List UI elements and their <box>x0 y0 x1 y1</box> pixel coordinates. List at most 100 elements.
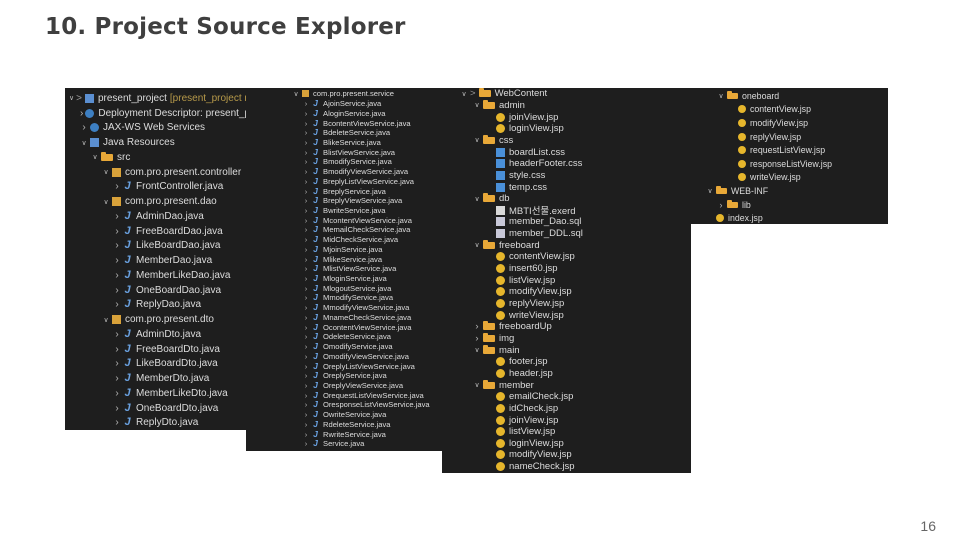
tree-item[interactable]: › Deployment Descriptor: present_project <box>65 106 246 121</box>
chevron-right-icon[interactable]: › <box>115 225 119 237</box>
chevron-right-icon[interactable]: › <box>115 328 119 340</box>
tree-item[interactable]: › J MemberLikeDto.java <box>65 386 246 401</box>
tree-item[interactable]: ∨ > WebContent <box>442 88 691 100</box>
chevron-right-icon[interactable]: › <box>304 147 308 157</box>
tree-item[interactable]: joinView.jsp <box>442 111 691 123</box>
tree-item[interactable]: ∨ Java Resources <box>65 135 246 150</box>
tree-item[interactable]: › J AdminDto.java <box>65 327 246 342</box>
chevron-right-icon[interactable]: › <box>115 269 119 281</box>
chevron-right-icon[interactable]: › <box>82 122 86 134</box>
chevron-down-icon[interactable]: ∨ <box>293 90 299 98</box>
tree-item[interactable]: modifyView.jsp <box>442 286 691 298</box>
chevron-down-icon[interactable]: ∨ <box>81 139 87 147</box>
chevron-right-icon[interactable]: › <box>304 176 308 186</box>
tree-item[interactable]: › J BcontentViewService.java <box>246 118 442 128</box>
chevron-down-icon[interactable]: ∨ <box>474 347 480 355</box>
tree-item[interactable]: › J FrontController.java <box>65 180 246 195</box>
tree-item[interactable]: › J OrequestListViewService.java <box>246 390 442 400</box>
chevron-down-icon[interactable]: ∨ <box>92 154 98 162</box>
chevron-right-icon[interactable]: › <box>115 255 119 267</box>
tree-item[interactable]: insert60.jsp <box>442 263 691 275</box>
tree-item[interactable]: ∨ com.pro.present.controller <box>65 165 246 180</box>
chevron-right-icon[interactable]: › <box>80 107 84 119</box>
chevron-right-icon[interactable]: › <box>115 417 119 429</box>
tree-item[interactable]: member_DDL.sql <box>442 228 691 240</box>
chevron-right-icon[interactable]: › <box>115 240 119 252</box>
chevron-right-icon[interactable]: › <box>304 167 308 177</box>
tree-item[interactable]: ∨ com.pro.present.dao <box>65 194 246 209</box>
tree-item[interactable]: ∨ oneboard <box>691 89 888 103</box>
chevron-right-icon[interactable]: › <box>304 215 308 225</box>
chevron-right-icon[interactable]: › <box>304 186 308 196</box>
tree-item[interactable]: nameCheck.jsp <box>442 461 691 473</box>
tree-item[interactable]: footer.jsp <box>442 356 691 368</box>
tree-item[interactable]: › J OneBoardDao.java <box>65 283 246 298</box>
tree-item[interactable]: › J AjoinService.java <box>246 99 442 109</box>
tree-item[interactable]: responseListView.jsp <box>691 157 888 171</box>
tree-item[interactable]: › J RwriteService.java <box>246 429 442 439</box>
tree-item[interactable]: › J BdeleteService.java <box>246 128 442 138</box>
chevron-right-icon[interactable]: › <box>304 157 308 167</box>
chevron-right-icon[interactable]: › <box>304 137 308 147</box>
tree-item[interactable]: › J BmodifyService.java <box>246 157 442 167</box>
tree-item[interactable]: boardList.css <box>442 146 691 158</box>
tree-item[interactable]: modifyView.jsp <box>691 116 888 130</box>
chevron-right-icon[interactable]: › <box>304 274 308 284</box>
tree-item[interactable]: › J Service.java <box>246 439 442 449</box>
chevron-right-icon[interactable]: › <box>304 128 308 138</box>
tree-item[interactable]: › J BreplyViewService.java <box>246 196 442 206</box>
tree-item[interactable]: writeView.jsp <box>691 171 888 185</box>
chevron-right-icon[interactable]: › <box>304 439 308 449</box>
tree-item[interactable]: › lib <box>691 198 888 212</box>
chevron-right-icon[interactable]: › <box>304 283 308 293</box>
tree-item[interactable]: › J MemberDto.java <box>65 371 246 386</box>
tree-item[interactable]: ∨ com.pro.present.dto <box>65 312 246 327</box>
chevron-down-icon[interactable]: ∨ <box>474 137 480 145</box>
chevron-down-icon[interactable]: ∨ <box>103 169 109 177</box>
chevron-right-icon[interactable]: › <box>304 400 308 410</box>
tree-item[interactable]: ∨ css <box>442 134 691 147</box>
chevron-right-icon[interactable]: › <box>304 254 308 264</box>
tree-item[interactable]: › J RdeleteService.java <box>246 419 442 429</box>
chevron-right-icon[interactable]: › <box>719 199 723 210</box>
tree-item[interactable]: MBTI선물.exerd <box>442 205 691 217</box>
chevron-right-icon[interactable]: › <box>304 351 308 361</box>
tree-item[interactable]: › J BreplyService.java <box>246 186 442 196</box>
chevron-right-icon[interactable]: › <box>115 284 119 296</box>
tree-item[interactable]: › J MemailCheckService.java <box>246 225 442 235</box>
tree-item[interactable]: › J MlogoutService.java <box>246 283 442 293</box>
tree-item[interactable]: loginView.jsp <box>442 123 691 135</box>
tree-item[interactable]: › freeboardUp <box>442 321 691 333</box>
tree-item[interactable]: ∨ member <box>442 379 691 391</box>
tree-item[interactable]: › J LikeBoardDto.java <box>65 357 246 372</box>
chevron-down-icon[interactable]: ∨ <box>474 242 480 250</box>
chevron-right-icon[interactable]: › <box>304 371 308 381</box>
tree-item[interactable]: › J MemberLikeDao.java <box>65 268 246 283</box>
tree-item[interactable]: › J FreeBoardDao.java <box>65 224 246 239</box>
tree-item[interactable]: › J AdminDao.java <box>65 209 246 224</box>
chevron-down-icon[interactable]: ∨ <box>69 95 75 103</box>
tree-item[interactable]: ∨ main <box>442 344 691 356</box>
tree-item[interactable]: replyView.jsp <box>442 298 691 310</box>
chevron-right-icon[interactable]: › <box>115 358 119 370</box>
tree-item[interactable]: › J MjoinService.java <box>246 245 442 255</box>
chevron-right-icon[interactable]: › <box>304 419 308 429</box>
chevron-right-icon[interactable]: › <box>304 235 308 245</box>
tree-item[interactable]: › J MnameCheckService.java <box>246 313 442 323</box>
tree-item[interactable]: › J MlistViewService.java <box>246 264 442 274</box>
chevron-right-icon[interactable]: › <box>475 321 479 333</box>
tree-item[interactable]: › J OreplyListViewService.java <box>246 361 442 371</box>
tree-item[interactable]: idCheck.jsp <box>442 403 691 415</box>
tree-item[interactable]: › J BlistViewService.java <box>246 147 442 157</box>
chevron-right-icon[interactable]: › <box>475 332 479 344</box>
chevron-right-icon[interactable]: › <box>304 322 308 332</box>
chevron-down-icon[interactable]: ∨ <box>474 102 480 110</box>
tree-item[interactable]: › J OmodifyViewService.java <box>246 351 442 361</box>
tree-item[interactable]: ∨ src <box>65 150 246 165</box>
chevron-right-icon[interactable]: › <box>304 410 308 420</box>
tree-item[interactable]: contentView.jsp <box>442 251 691 263</box>
tree-item[interactable]: › J ReplyDto.java <box>65 416 246 431</box>
tree-item[interactable]: › J BlikeService.java <box>246 138 442 148</box>
tree-item[interactable]: › J ReplyDao.java <box>65 298 246 313</box>
tree-item[interactable]: modifyView.jsp <box>442 449 691 461</box>
